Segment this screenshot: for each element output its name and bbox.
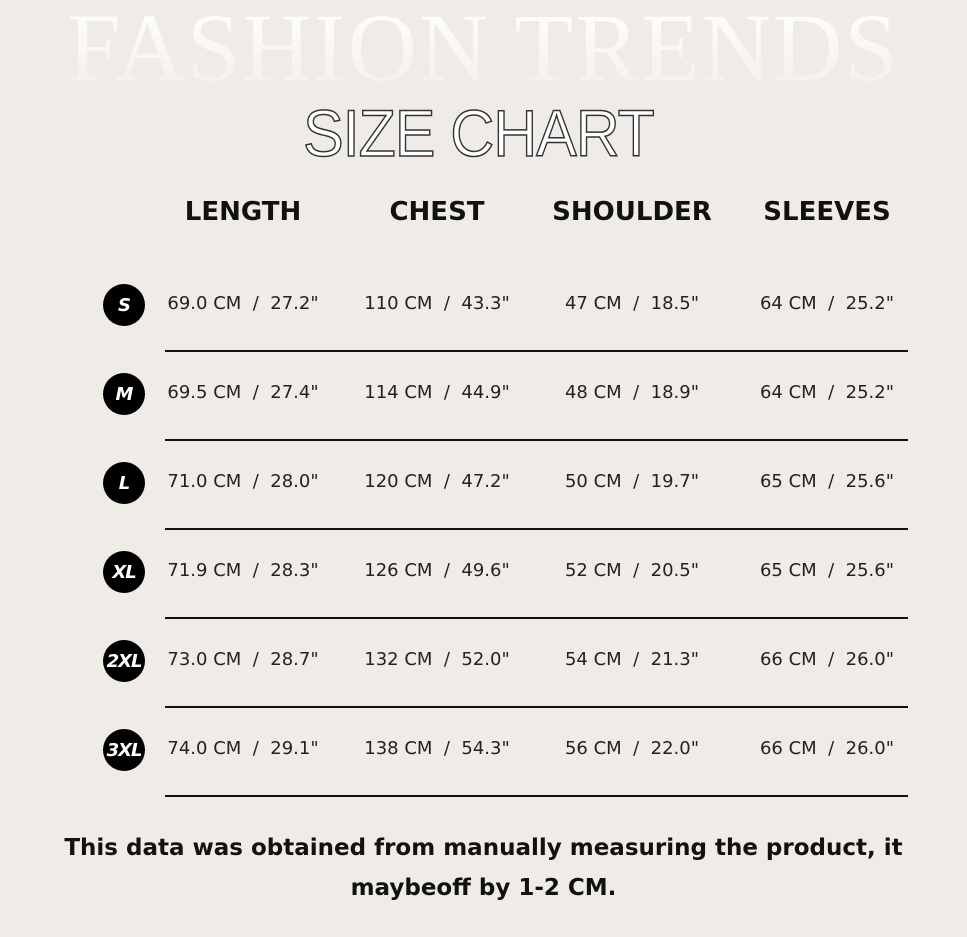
table-row: 3XL 74.0 CM / 29.1" 138 CM / 54.3" 56 CM / … bbox=[0, 729, 967, 839]
measurement-cell: 66 CM / 26.0" bbox=[759, 649, 895, 670]
row-divider bbox=[165, 528, 908, 530]
size-badge: 3XL bbox=[103, 729, 145, 771]
size-badge: XL bbox=[103, 551, 145, 593]
row-divider bbox=[165, 617, 908, 619]
measurement-cell: 120 CM / 47.2" bbox=[364, 471, 510, 492]
measurement-cell: 52 CM / 20.5" bbox=[564, 560, 700, 581]
row-divider bbox=[165, 350, 908, 352]
measurement-cell: 48 CM / 18.9" bbox=[564, 382, 700, 403]
row-divider bbox=[165, 439, 908, 441]
measurement-cell: 69.0 CM / 27.2" bbox=[167, 293, 319, 314]
header-shoulder: SHOULDER bbox=[552, 197, 712, 227]
header-length: LENGTH bbox=[184, 197, 302, 227]
row-divider bbox=[165, 706, 908, 708]
size-badge: 2XL bbox=[103, 640, 145, 682]
measurement-cell: 73.0 CM / 28.7" bbox=[167, 649, 319, 670]
size-badge: M bbox=[103, 373, 145, 415]
measurement-cell: 74.0 CM / 29.1" bbox=[167, 738, 319, 759]
measurement-cell: 110 CM / 43.3" bbox=[364, 293, 510, 314]
measurement-cell: 54 CM / 21.3" bbox=[564, 649, 700, 670]
table-row: XL 71.9 CM / 28.3" 126 CM / 49.6" 52 CM / 2… bbox=[0, 551, 967, 661]
table-row: L 71.0 CM / 28.0" 120 CM / 47.2" 50 CM / 19… bbox=[0, 462, 967, 572]
size-badge: S bbox=[103, 284, 145, 326]
page-title: SIZE CHART bbox=[302, 96, 655, 170]
table-row: S 69.0 CM / 27.2" 110 CM / 43.3" 47 CM / 18… bbox=[0, 284, 967, 394]
row-divider bbox=[165, 795, 908, 797]
measurement-cell: 138 CM / 54.3" bbox=[364, 738, 510, 759]
header-sleeves: SLEEVES bbox=[763, 197, 891, 227]
measurement-cell: 65 CM / 25.6" bbox=[759, 471, 895, 492]
measurement-cell: 132 CM / 52.0" bbox=[364, 649, 510, 670]
measurement-cell: 64 CM / 25.2" bbox=[759, 293, 895, 314]
measurement-cell: 50 CM / 19.7" bbox=[564, 471, 700, 492]
measurement-cell: 69.5 CM / 27.4" bbox=[167, 382, 319, 403]
measurement-cell: 64 CM / 25.2" bbox=[759, 382, 895, 403]
measurement-cell: 56 CM / 22.0" bbox=[564, 738, 700, 759]
measurement-cell: 47 CM / 18.5" bbox=[564, 293, 700, 314]
table-row: 2XL 73.0 CM / 28.7" 132 CM / 52.0" 54 CM / … bbox=[0, 640, 967, 750]
header-chest: CHEST bbox=[389, 197, 485, 227]
measurement-cell: 114 CM / 44.9" bbox=[364, 382, 510, 403]
table-row: M 69.5 CM / 27.4" 114 CM / 44.9" 48 CM / 18… bbox=[0, 373, 967, 483]
measurement-cell: 65 CM / 25.6" bbox=[759, 560, 895, 581]
size-badge: L bbox=[103, 462, 145, 504]
measurement-cell: 126 CM / 49.6" bbox=[364, 560, 510, 581]
footnote: This data was obtained from manually mea… bbox=[64, 835, 903, 901]
measurement-cell: 71.0 CM / 28.0" bbox=[167, 471, 319, 492]
measurement-cell: 71.9 CM / 28.3" bbox=[167, 560, 319, 581]
measurement-cell: 66 CM / 26.0" bbox=[759, 738, 895, 759]
background-title: FASHION TRENDS bbox=[0, 0, 967, 96]
